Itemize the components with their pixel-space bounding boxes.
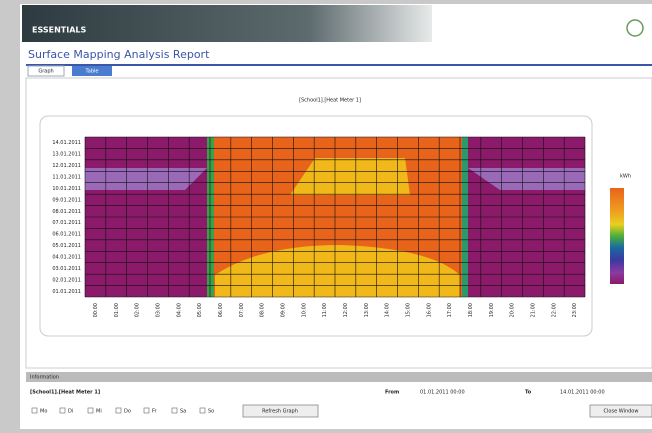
region <box>215 245 460 297</box>
x-label: 05:00 <box>197 303 203 317</box>
y-label: 02.01.2011 <box>52 277 81 283</box>
x-label: 10:00 <box>301 303 307 317</box>
x-label: 19:00 <box>489 303 495 317</box>
region <box>468 168 585 190</box>
checkbox[interactable] <box>31 407 38 414</box>
button-label[interactable]: Refresh Graph <box>262 409 298 415</box>
x-label: 17:00 <box>447 303 453 317</box>
x-label: 01:00 <box>114 303 120 317</box>
x-label: 23:00 <box>572 303 578 317</box>
weekday-label[interactable]: Fr <box>152 409 158 415</box>
region <box>290 158 410 195</box>
weekday-label[interactable]: Do <box>124 409 131 415</box>
x-label: 04:00 <box>176 303 182 317</box>
legend-unit: kWh <box>620 174 631 180</box>
x-label: 03:00 <box>155 303 161 317</box>
to-value: 14.01.2011 00:00 <box>560 390 605 396</box>
title-rule <box>26 64 652 66</box>
y-label: 01.01.2011 <box>52 289 81 295</box>
checkbox[interactable] <box>143 407 150 414</box>
logo <box>626 19 644 37</box>
y-label: 14.01.2011 <box>52 140 81 146</box>
region <box>85 168 207 190</box>
checkbox[interactable] <box>59 407 66 414</box>
y-label: 04.01.2011 <box>52 255 81 261</box>
x-label: 07:00 <box>239 303 245 317</box>
banner-text: ESSENTIALS <box>32 26 87 35</box>
checkbox[interactable] <box>115 407 122 414</box>
y-label: 11.01.2011 <box>52 175 81 181</box>
x-label: 16:00 <box>426 303 432 317</box>
banner <box>22 5 432 42</box>
y-label: 08.01.2011 <box>52 209 81 215</box>
y-label: 03.01.2011 <box>52 266 81 272</box>
y-label: 06.01.2011 <box>52 232 81 238</box>
y-label: 09.01.2011 <box>52 197 81 203</box>
to-label: To <box>525 390 532 396</box>
tab-label[interactable]: Table <box>85 69 99 75</box>
info-bar <box>26 372 652 382</box>
x-label: 02:00 <box>135 303 141 317</box>
weekday-label[interactable]: Sa <box>180 409 186 415</box>
tab-graph[interactable] <box>27 65 65 77</box>
x-label: 15:00 <box>405 303 411 317</box>
y-label: 05.01.2011 <box>52 243 81 249</box>
x-label: 20:00 <box>510 303 516 317</box>
y-label: 07.01.2011 <box>52 220 81 226</box>
weekday-label[interactable]: Mi <box>96 409 102 415</box>
x-label: 11:00 <box>322 303 328 317</box>
y-label: 12.01.2011 <box>52 163 81 169</box>
x-label: 06:00 <box>218 303 224 317</box>
weekday-label[interactable]: So <box>208 409 214 415</box>
x-label: 14:00 <box>385 303 391 317</box>
from-value: 01.01.2011 00:00 <box>420 390 465 396</box>
x-label: 00:00 <box>93 303 99 317</box>
checkbox[interactable] <box>199 407 206 414</box>
meter-name: [School1].[Heat Meter 1] <box>30 390 100 396</box>
checkbox[interactable] <box>171 407 178 414</box>
x-label: 08:00 <box>260 303 266 317</box>
chart-title: [School1].[Heat Meter 1] <box>299 98 361 104</box>
info-heading: Information <box>30 375 59 381</box>
x-label: 13:00 <box>364 303 370 317</box>
legend-scale <box>610 188 624 284</box>
checkbox[interactable] <box>87 407 94 414</box>
x-label: 12:00 <box>343 303 349 317</box>
heatmap <box>84 136 586 298</box>
y-label: 10.01.2011 <box>52 186 81 192</box>
refresh-button[interactable] <box>242 404 319 418</box>
close-button[interactable] <box>589 404 652 418</box>
x-label: 22:00 <box>551 303 557 317</box>
report-title: Surface Mapping Analysis Report <box>28 48 210 61</box>
tab-label[interactable]: Graph <box>38 69 53 75</box>
x-label: 09:00 <box>280 303 286 317</box>
weekday-label[interactable]: Di <box>68 409 73 415</box>
y-label: 13.01.2011 <box>52 152 81 158</box>
x-label: 21:00 <box>530 303 536 317</box>
x-label: 18:00 <box>468 303 474 317</box>
tab-table[interactable] <box>72 66 112 76</box>
from-label: From <box>385 390 399 396</box>
weekday-label[interactable]: Mo <box>40 409 47 415</box>
button-label[interactable]: Close Window <box>604 409 639 415</box>
